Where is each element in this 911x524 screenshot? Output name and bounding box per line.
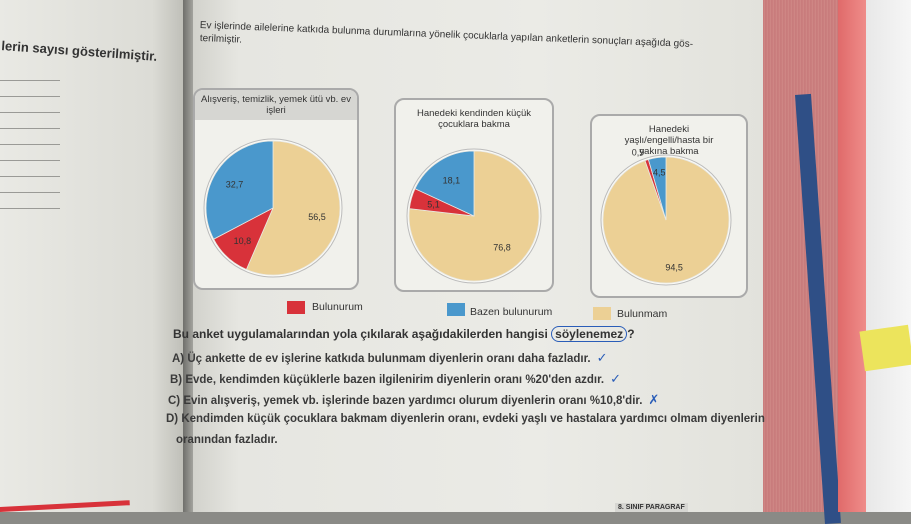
option-c-text: C) Evin alışveriş, yemek vb. işlerinde b… <box>168 395 643 407</box>
question-intro-line2: terilmiştir. <box>199 33 243 46</box>
legend-swatch-bulunmam <box>593 307 611 320</box>
left-page-caption: lerin sayısı gösterilmiştir. <box>0 38 158 64</box>
pie-2-label-bazen-bulunurum: 18,1 <box>443 176 461 186</box>
chart-1-title: Alışveriş, temizlik, yemek ütü vb. ev iş… <box>195 90 357 120</box>
legend-label-bulunmam: Bulunmam <box>617 308 668 320</box>
pie-3-slice-bazen-bulunurum <box>647 156 667 221</box>
left-page: lerin sayısı gösterilmiştir. <box>0 0 190 512</box>
option-b-check-mark: ✓ <box>610 371 622 386</box>
legend-label-bazen: Bazen bulunurum <box>470 306 553 318</box>
option-b[interactable]: B) Evde, kendimden küçüklerle bazen ilgi… <box>170 371 621 387</box>
pie-chart-2: 76,8 5,1 18,1 <box>406 148 542 284</box>
legend-swatch-bulunurum <box>287 301 305 314</box>
pie-2-label-bulunurum: 5,1 <box>427 200 440 210</box>
question-prompt: Bu anket uygulamalarından yola çıkılarak… <box>173 326 635 342</box>
prompt-suffix: ? <box>627 327 635 341</box>
legend-label-bulunurum: Bulunurum <box>312 301 363 313</box>
pie-1-slice-bazen-bulunurum <box>205 140 274 240</box>
option-c[interactable]: C) Evin alışveriş, yemek vb. işlerinde b… <box>168 392 659 408</box>
pie-2-label-bulunmam: 76,8 <box>493 242 511 252</box>
pie-1-slice-bulunmam <box>245 140 341 276</box>
prompt-text: Bu anket uygulamalarından yola çıkılarak… <box>173 327 552 341</box>
option-d-line1[interactable]: D) Kendimden küçük çocuklara bakmam diye… <box>166 413 765 425</box>
pie-3-label-bulunurum: 0,9 <box>632 147 645 157</box>
pie-3-label-bazen-bulunurum: 4,5 <box>653 167 666 177</box>
pie-1-label-bulunurum: 10,8 <box>234 236 252 246</box>
chart-box-2: Hanedeki kendinden küçük çocuklara bakma… <box>394 98 554 292</box>
option-a[interactable]: A) Üç ankette de ev işlerine katkıda bul… <box>172 350 608 366</box>
option-b-text: B) Evde, kendimden küçüklerle bazen ilgi… <box>170 374 605 386</box>
pie-2-slice-bazen-bulunurum <box>414 150 475 217</box>
left-page-lines <box>0 80 60 240</box>
legend-swatch-bazen <box>447 303 465 316</box>
pie-2-slice-bulunmam <box>408 150 540 282</box>
pie-chart-1: 56,5 10,8 32,7 <box>203 138 343 278</box>
page-footer-label: 8. SINIF PARAGRAF <box>615 503 688 512</box>
pie-1-label-bazen-bulunurum: 32,7 <box>226 180 244 190</box>
red-cover-edge <box>838 0 868 512</box>
desk-surface <box>866 0 911 512</box>
prompt-circled-word: söylenemez <box>551 326 628 342</box>
chart-box-3: Hanedeki yaşlı/engelli/hasta bir yakına … <box>590 114 748 298</box>
pie-chart-3: 94,5 0,9 4,5 <box>600 147 732 286</box>
left-page-red-edge <box>0 500 130 512</box>
yellow-sticky-tab <box>859 324 911 372</box>
chart-2-title: Hanedeki kendinden küçük çocuklara bakma <box>416 108 532 130</box>
chart-3-title: Hanedeki yaşlı/engelli/hasta bir yakına … <box>624 124 714 157</box>
pie-3-label-bulunmam: 94,5 <box>665 262 683 272</box>
option-a-check-mark: ✓ <box>596 350 608 365</box>
pie-1-label-bulunmam: 56,5 <box>308 212 326 222</box>
option-c-cross-mark: ✗ <box>648 392 660 407</box>
option-a-text: A) Üç ankette de ev işlerine katkıda bul… <box>172 353 591 365</box>
chart-box-1: Alışveriş, temizlik, yemek ütü vb. ev iş… <box>193 88 359 290</box>
option-d-line2: oranından fazladır. <box>176 434 278 446</box>
